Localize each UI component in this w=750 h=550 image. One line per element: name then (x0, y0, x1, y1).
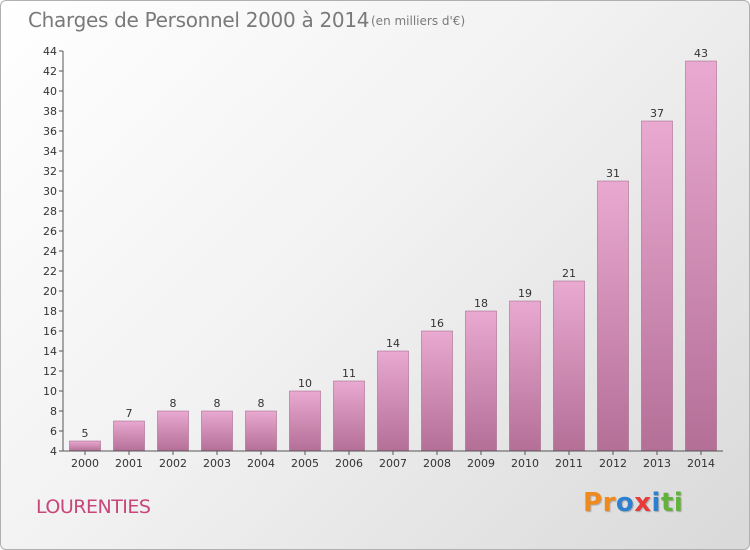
y-tick-label: 18 (43, 305, 57, 318)
bar-2008 (421, 330, 453, 452)
y-tick-label: 4 (50, 445, 57, 458)
x-tick-label-2001: 2001 (115, 457, 143, 470)
logo-letter: t (660, 488, 674, 518)
bar-2010 (509, 300, 541, 452)
y-tick-label: 16 (43, 325, 57, 338)
value-label-2013: 37 (650, 107, 664, 120)
y-tick-label: 40 (43, 85, 57, 98)
bar-2013 (641, 120, 673, 452)
bar-2004 (245, 410, 277, 452)
value-label-2002: 8 (170, 397, 177, 410)
y-tick-label: 38 (43, 105, 57, 118)
x-tick-label-2011: 2011 (555, 457, 583, 470)
value-label-2009: 18 (474, 297, 488, 310)
x-tick-label-2000: 2000 (71, 457, 99, 470)
y-tick-label: 36 (43, 125, 57, 138)
y-tick-label: 12 (43, 365, 57, 378)
value-label-2007: 14 (386, 337, 400, 350)
x-tick-label-2012: 2012 (599, 457, 627, 470)
y-tick-label: 44 (43, 45, 57, 58)
y-tick-label: 6 (50, 425, 57, 438)
bar-2006 (333, 380, 365, 452)
bar-2007 (377, 350, 409, 452)
bar-2003 (201, 410, 233, 452)
y-tick-label: 8 (50, 405, 57, 418)
bar-2000 (69, 440, 101, 452)
proxiti-logo: Proxiti (583, 488, 683, 518)
logo-letter: x (634, 488, 652, 518)
bar-2002 (157, 410, 189, 452)
y-tick-label: 14 (43, 345, 57, 358)
bar-2011 (553, 280, 585, 452)
bars: 5 7 8 8 8 10 11 14 16 18 19 21 31 37 43 (69, 47, 717, 452)
x-tick-label-2009: 2009 (467, 457, 495, 470)
y-tick-label: 24 (43, 245, 57, 258)
chart-title: Charges de Personnel 2000 à 2014 (28, 8, 370, 32)
y-tick-label: 10 (43, 385, 57, 398)
x-tick-label-2005: 2005 (291, 457, 319, 470)
chart-subtitle: (en milliers d'€) (371, 14, 466, 28)
y-axis: 4 6 8 10 12 14 16 18 20 22 24 26 28 30 32 34 36 38 40 42 44 (43, 45, 64, 458)
bar-2001 (113, 420, 145, 452)
x-tick-label-2008: 2008 (423, 457, 451, 470)
y-tick-label: 42 (43, 65, 57, 78)
value-label-2004: 8 (258, 397, 265, 410)
town-name: LOURENTIES (36, 496, 151, 518)
bar-2014 (685, 60, 717, 452)
x-axis: 2000 2001 2002 2003 2004 2005 2006 2007 2008 2009… (63, 450, 723, 470)
value-label-2005: 10 (298, 377, 312, 390)
y-tick-label: 20 (43, 285, 57, 298)
x-tick-label-2002: 2002 (159, 457, 187, 470)
logo-letter: o (615, 488, 635, 518)
y-tick-label: 26 (43, 225, 57, 238)
bar-2012 (597, 180, 629, 452)
logo-letter: r (602, 488, 616, 518)
value-label-2010: 19 (518, 287, 532, 300)
bar-2009 (465, 310, 497, 452)
y-tick-label: 22 (43, 265, 57, 278)
value-label-2003: 8 (214, 397, 221, 410)
x-tick-label-2014: 2014 (687, 457, 715, 470)
y-tick-label: 34 (43, 145, 57, 158)
y-tick-label: 32 (43, 165, 57, 178)
y-tick-label: 28 (43, 205, 57, 218)
logo-letter: i (651, 488, 661, 518)
y-tick-label: 30 (43, 185, 57, 198)
logo-letter: P (583, 488, 603, 518)
x-tick-label-2004: 2004 (247, 457, 275, 470)
value-label-2008: 16 (430, 317, 444, 330)
value-label-2014: 43 (694, 47, 708, 60)
x-tick-label-2006: 2006 (335, 457, 363, 470)
value-label-2006: 11 (342, 367, 356, 380)
value-label-2001: 7 (126, 407, 133, 420)
x-tick-label-2013: 2013 (643, 457, 671, 470)
value-label-2000: 5 (82, 427, 89, 440)
logo-letter: i (673, 488, 684, 518)
bar-2005 (289, 390, 321, 452)
value-label-2012: 31 (606, 167, 620, 180)
x-tick-label-2003: 2003 (203, 457, 231, 470)
value-label-2011: 21 (562, 267, 576, 280)
x-tick-label-2010: 2010 (511, 457, 539, 470)
x-tick-label-2007: 2007 (379, 457, 407, 470)
